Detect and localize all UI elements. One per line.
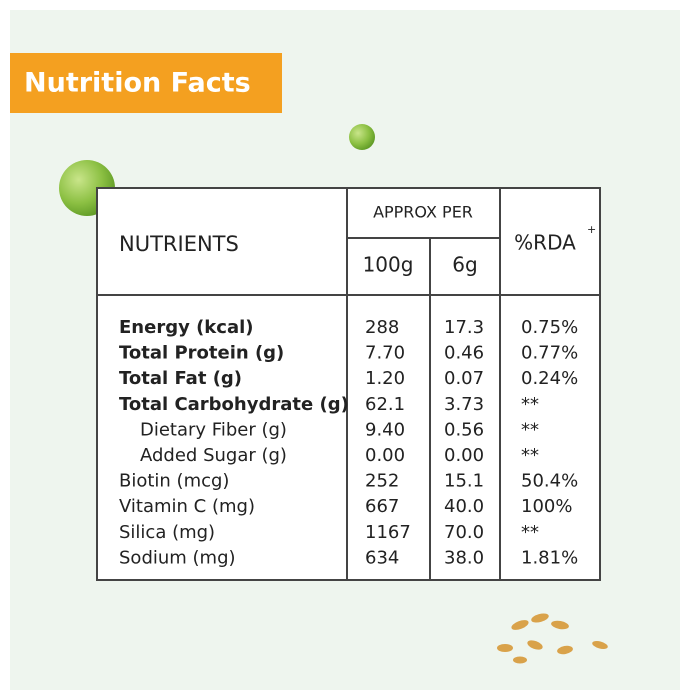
header-cell: NUTRIENTS <box>119 232 239 256</box>
table-cell: Energy (kcal) <box>119 317 254 338</box>
table-cell: 0.56 <box>444 419 484 440</box>
table-cell: 0.77% <box>521 343 578 364</box>
grains <box>497 613 608 664</box>
table-cell: 1.20 <box>365 368 405 389</box>
table-cell: 0.24% <box>521 368 578 389</box>
table-cell: 15.1 <box>444 471 484 492</box>
table-cell: 100% <box>521 496 572 517</box>
table-cell: 0.46 <box>444 343 484 364</box>
table-frame <box>96 187 601 581</box>
table-cell: Total Fat (g) <box>119 368 242 389</box>
table-cell: 634 <box>365 547 399 568</box>
table-cell: 3.73 <box>444 394 484 415</box>
header-cell: 6g <box>452 253 477 277</box>
table-cell: Added Sugar (g) <box>140 445 287 466</box>
header-cell: %RDA <box>514 231 576 255</box>
table-cell: Biotin (mcg) <box>119 471 229 492</box>
table-cell: 0.07 <box>444 368 484 389</box>
table-cell: Total Protein (g) <box>119 343 284 364</box>
table-cell: 1.81% <box>521 547 578 568</box>
table-cell: 17.3 <box>444 317 484 338</box>
table-cell: Dietary Fiber (g) <box>140 419 287 440</box>
table-cell: 7.70 <box>365 343 405 364</box>
title-banner <box>10 53 282 113</box>
table-cell: 667 <box>365 496 399 517</box>
table-cell: ** <box>521 445 539 466</box>
table-cell: 252 <box>365 471 399 492</box>
pea <box>349 124 375 150</box>
table-cell: 0.00 <box>365 445 405 466</box>
table-cell: 0.00 <box>444 445 484 466</box>
table-cell: ** <box>521 394 539 415</box>
table-cell: Silica (mg) <box>119 522 215 543</box>
table-cell: 38.0 <box>444 547 484 568</box>
title: Nutrition Facts <box>24 68 251 99</box>
table-cell: 288 <box>365 317 399 338</box>
table-cell: Total Carbohydrate (g) <box>119 394 349 415</box>
table-cell: 9.40 <box>365 419 405 440</box>
table-cell: 70.0 <box>444 522 484 543</box>
header-cell: APPROX PER <box>373 203 473 222</box>
table-cell: ** <box>521 419 539 440</box>
table-cell: 40.0 <box>444 496 484 517</box>
table-cell: Sodium (mg) <box>119 547 236 568</box>
table-cell: Vitamin C (mg) <box>119 496 255 517</box>
table-cell: 0.75% <box>521 317 578 338</box>
table-body: Energy (kcal) 288 17.3 0.75% Total Protein (… <box>119 317 578 568</box>
table-cell: ** <box>521 522 539 543</box>
table-cell: 1167 <box>365 522 411 543</box>
header-cell: 100g <box>363 253 414 277</box>
table-cell: 50.4% <box>521 471 578 492</box>
header-mark: + <box>587 223 596 236</box>
table-cell: 62.1 <box>365 394 405 415</box>
